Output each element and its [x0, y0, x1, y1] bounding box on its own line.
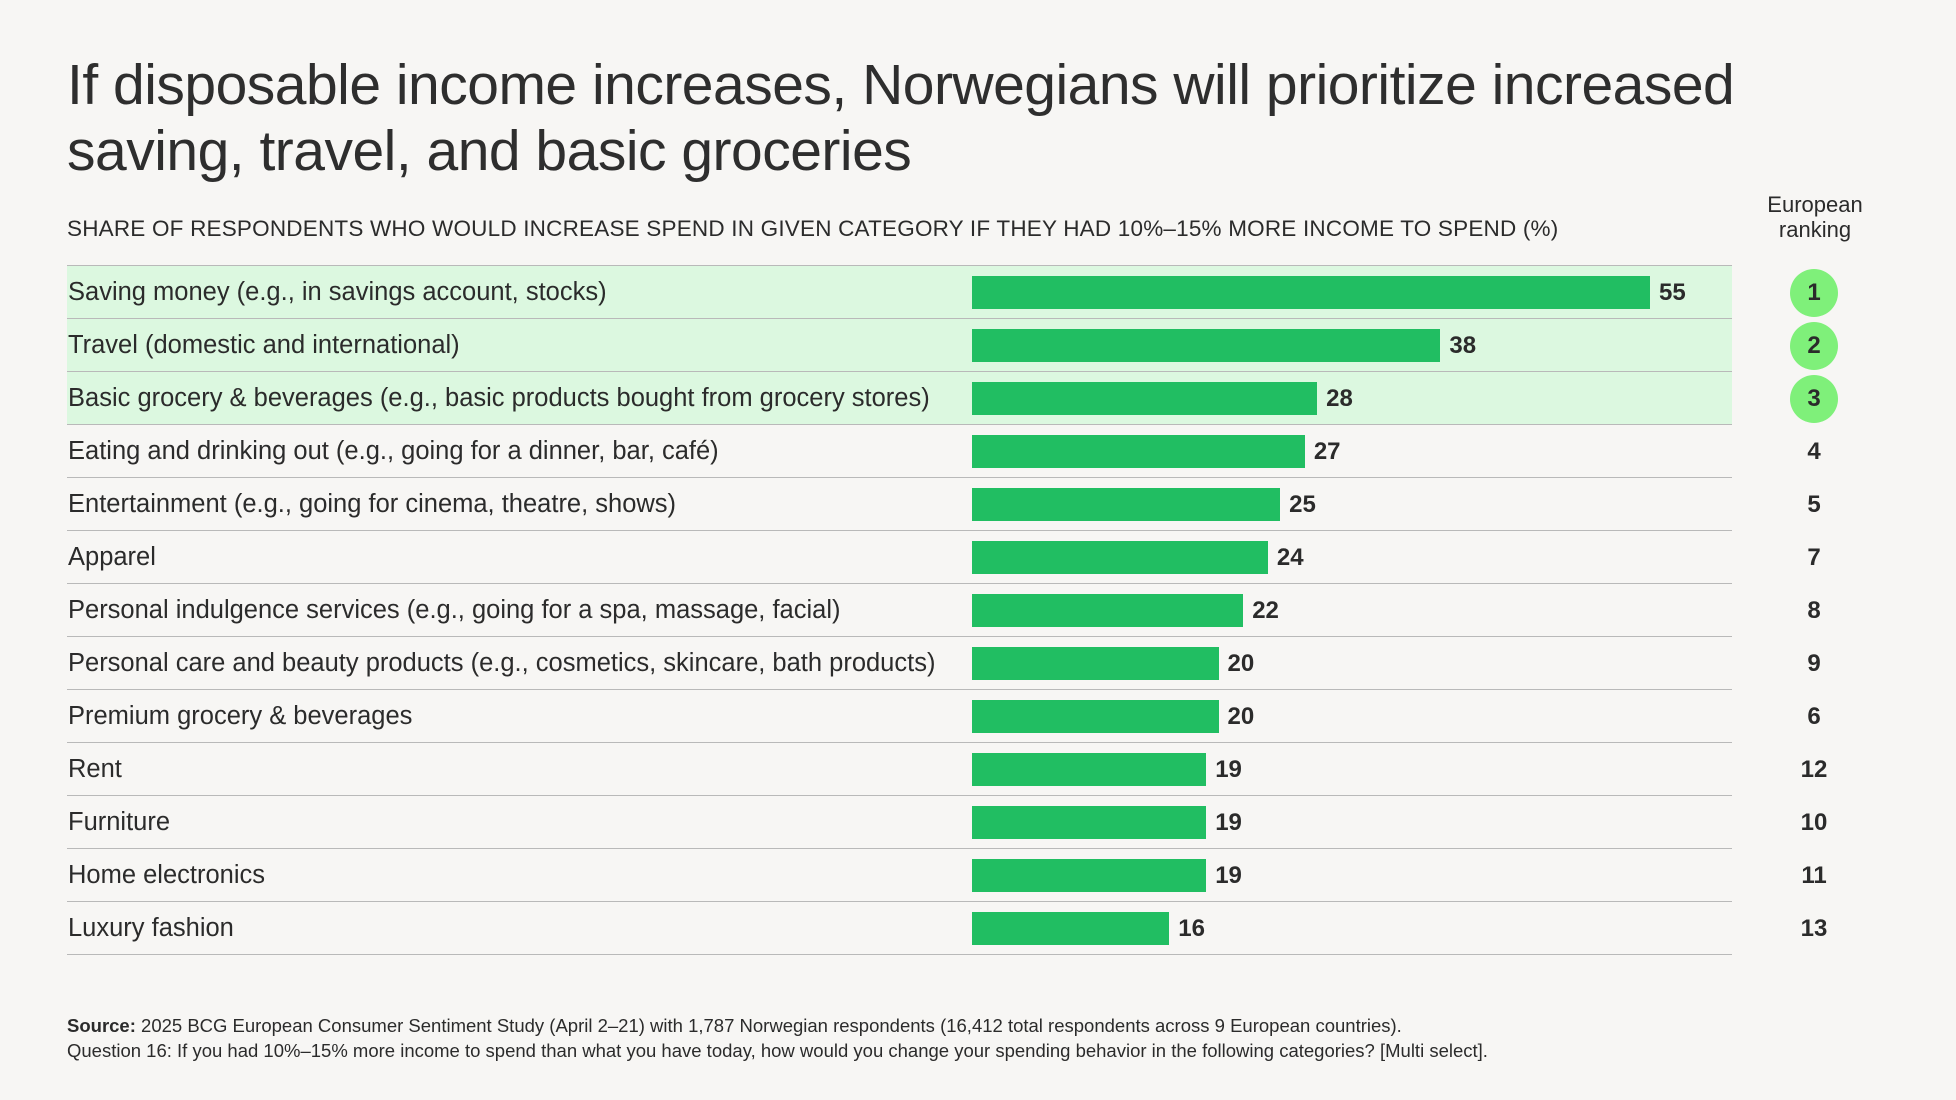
table-row: Saving money (e.g., in savings account, … — [67, 265, 1838, 319]
category-label: Rent — [68, 755, 122, 783]
european-rank: 10 — [1800, 809, 1828, 836]
category-label: Entertainment (e.g., going for cinema, t… — [68, 490, 677, 518]
european-rank: 8 — [1807, 597, 1821, 624]
european-rank: 11 — [1801, 862, 1827, 889]
bar-value-label: 19 — [1215, 809, 1242, 836]
european-rank: 3 — [1790, 375, 1838, 423]
table-row: Rent 19 12 — [67, 743, 1827, 796]
category-label: Luxury fashion — [68, 914, 234, 942]
bar — [972, 435, 1305, 468]
table-row: Basic grocery & beverages (e.g., basic p… — [67, 372, 1838, 425]
bar-value-label: 24 — [1276, 544, 1304, 571]
table-row: Personal care and beauty products (e.g.,… — [67, 637, 1821, 690]
source-note: Source: 2025 BCG European Consumer Senti… — [67, 1013, 1907, 1063]
table-row: Luxury fashion 16 13 — [67, 902, 1827, 955]
table-row: Travel (domestic and international) 38 2 — [67, 319, 1838, 372]
bar-value-label: 38 — [1449, 332, 1477, 359]
european-rank: 12 — [1800, 756, 1828, 783]
bar — [972, 806, 1207, 839]
bar-value-label: 16 — [1178, 915, 1205, 942]
question-text: Question 16: If you had 10%–15% more inc… — [67, 1040, 1488, 1061]
category-label: Eating and drinking out (e.g., going for… — [68, 437, 719, 465]
bar — [972, 541, 1268, 574]
bar-value-label: 25 — [1289, 491, 1316, 518]
category-label: Travel (domestic and international) — [68, 331, 460, 359]
european-rank: 1 — [1790, 269, 1838, 317]
bar-value-label: 55 — [1659, 279, 1686, 306]
chart-subtitle: SHARE OF RESPONDENTS WHO WOULD INCREASE … — [67, 216, 1559, 241]
source-label: Source: — [67, 1015, 136, 1036]
european-rank: 9 — [1807, 650, 1821, 677]
category-label: Basic grocery & beverages (e.g., basic p… — [68, 384, 930, 412]
bar-value-label: 19 — [1215, 862, 1242, 889]
bar-value-label: 20 — [1227, 703, 1255, 730]
table-row: Home electronics 19 11 — [67, 849, 1827, 902]
european-rank: 5 — [1807, 491, 1821, 518]
bar-value-label: 27 — [1313, 438, 1341, 465]
table-row: Entertainment (e.g., going for cinema, t… — [67, 478, 1821, 531]
chart-title: If disposable income increases, Norwegia… — [67, 53, 1735, 183]
table-row: Eating and drinking out (e.g., going for… — [67, 425, 1821, 478]
category-label: Premium grocery & beverages — [68, 702, 413, 730]
european-rank: 4 — [1807, 438, 1821, 465]
bar-value-label: 20 — [1227, 650, 1255, 677]
table-row: Furniture 19 10 — [67, 796, 1827, 849]
bar — [972, 488, 1281, 521]
bar-value-label: 19 — [1215, 756, 1242, 783]
source-text: 2025 BCG European Consumer Sentiment Stu… — [135, 1015, 1402, 1036]
bar — [972, 382, 1318, 415]
bar — [972, 912, 1170, 945]
category-label: Furniture — [68, 808, 171, 836]
european-rank: 7 — [1807, 544, 1821, 571]
category-label: Saving money (e.g., in savings account, … — [68, 278, 607, 306]
bar-value-label: 22 — [1252, 597, 1279, 624]
table-row: Premium grocery & beverages 20 6 — [67, 690, 1821, 743]
bar — [972, 859, 1207, 892]
category-label: Personal indulgence services (e.g., goin… — [68, 596, 841, 624]
bar — [972, 276, 1650, 309]
table-row: Personal indulgence services (e.g., goin… — [67, 584, 1821, 637]
european-rank: 2 — [1790, 322, 1838, 370]
table-row: Apparel 24 7 — [67, 531, 1821, 584]
bar — [972, 329, 1441, 362]
category-label: Personal care and beauty products (e.g.,… — [68, 649, 936, 677]
bar — [972, 753, 1207, 786]
bar-value-label: 28 — [1326, 385, 1353, 412]
category-label: Apparel — [68, 543, 156, 571]
bar — [972, 594, 1244, 627]
bar — [972, 647, 1219, 680]
european-rank: 6 — [1807, 703, 1821, 730]
european-ranking-header: European ranking — [1767, 192, 1863, 242]
category-label: Home electronics — [68, 861, 265, 889]
bar — [972, 700, 1219, 733]
european-rank: 13 — [1800, 915, 1828, 942]
bar-chart: Saving money (e.g., in savings account, … — [67, 265, 1838, 955]
